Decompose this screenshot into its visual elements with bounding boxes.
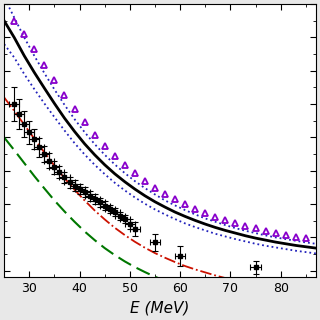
- X-axis label: E (MeV): E (MeV): [130, 301, 190, 316]
